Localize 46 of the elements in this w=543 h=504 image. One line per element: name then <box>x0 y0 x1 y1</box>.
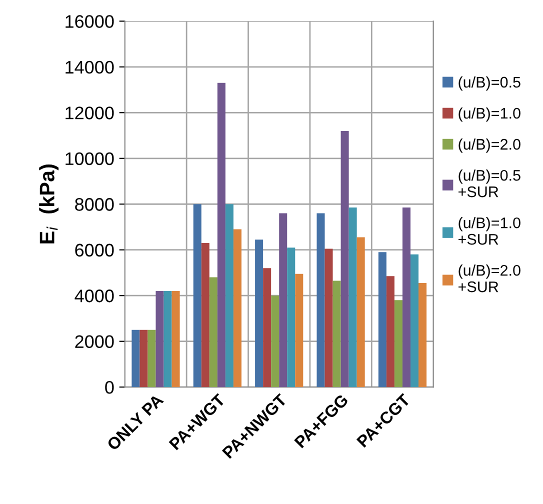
bar <box>255 240 264 388</box>
bar <box>217 82 226 388</box>
legend-label: (u/B)=1.0 <box>458 107 520 122</box>
bar <box>316 213 325 388</box>
bar <box>378 252 386 388</box>
y-tick-label: 0 <box>105 381 114 394</box>
legend-label: (u/B)=2.0 <box>458 138 520 153</box>
bar <box>295 274 304 388</box>
y-tick-label: 14000 <box>66 60 114 74</box>
bar <box>148 330 156 388</box>
y-tick-label: 10000 <box>66 152 114 166</box>
bar <box>356 237 365 388</box>
bar <box>386 276 394 388</box>
y-tick-label: 2000 <box>75 335 114 348</box>
bar <box>201 242 210 388</box>
bar <box>394 300 402 388</box>
bar <box>348 208 357 388</box>
y-tick-label: 4000 <box>74 290 114 302</box>
bar <box>271 296 280 388</box>
bar <box>225 204 234 388</box>
bar <box>340 130 349 388</box>
bar <box>263 268 272 388</box>
y-tick-label: 12000 <box>66 106 114 120</box>
bar <box>287 248 296 388</box>
bar <box>402 208 410 388</box>
bar <box>332 280 341 388</box>
bar <box>279 213 288 388</box>
y-tick-label: 6000 <box>75 244 114 257</box>
bar <box>164 291 172 388</box>
bar <box>156 291 164 388</box>
bar <box>410 254 419 388</box>
y-tick-label: 8000 <box>75 198 114 211</box>
legend-label: (u/B)=2.0 +SUR <box>458 264 520 292</box>
legend-label: (u/B)=0.5 <box>458 76 520 91</box>
bar <box>140 330 148 388</box>
legend-label: (u/B)=0.5 +SUR <box>458 170 520 198</box>
legend-label: (u/B)=1.0 +SUR <box>458 217 520 245</box>
y-tick-label: 16000 <box>66 15 114 28</box>
bar <box>132 330 140 388</box>
bar <box>172 291 180 388</box>
bar <box>193 204 202 388</box>
bar <box>418 283 427 388</box>
y-axis-title: E$_{i}$ (kPa) <box>39 164 59 244</box>
bar <box>209 277 218 388</box>
bar <box>233 229 242 388</box>
bar <box>324 248 333 388</box>
